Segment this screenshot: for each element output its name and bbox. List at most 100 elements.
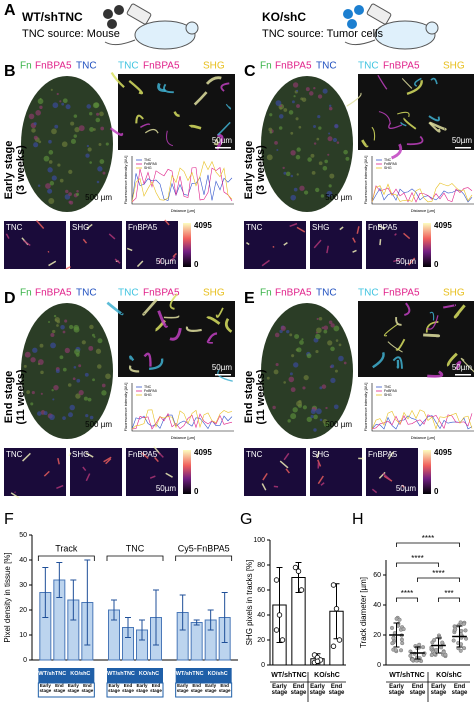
profile-legend-label: SHG bbox=[144, 393, 152, 397]
error-bar bbox=[70, 579, 77, 621]
tissue-texture bbox=[278, 126, 283, 130]
tissue-texture bbox=[33, 135, 38, 140]
inset-label: TNC bbox=[6, 450, 23, 459]
inset-texture bbox=[23, 240, 31, 247]
tissue-texture bbox=[37, 362, 41, 366]
tissue-texture bbox=[39, 343, 44, 348]
zoom-texture bbox=[391, 143, 403, 160]
tissue-texture bbox=[47, 188, 53, 194]
inset-texture bbox=[68, 452, 72, 457]
channel-label: TNC bbox=[118, 61, 139, 72]
significance-bracket bbox=[396, 542, 460, 547]
tissue-texture bbox=[292, 407, 298, 413]
profile-axes bbox=[131, 383, 234, 432]
y-tick-label: 60 bbox=[257, 587, 265, 594]
inset-texture bbox=[65, 266, 71, 270]
inset-texture bbox=[283, 241, 288, 246]
tissue-texture bbox=[101, 390, 107, 396]
inset-texture bbox=[317, 475, 324, 485]
colorbar-min: 0 bbox=[194, 260, 199, 269]
profile-line bbox=[371, 413, 473, 430]
tissue-texture bbox=[328, 132, 331, 135]
inset-texture bbox=[5, 233, 10, 239]
tissue-texture bbox=[59, 355, 64, 360]
data-point bbox=[292, 564, 299, 571]
tissue-texture bbox=[333, 404, 339, 410]
zoom-texture bbox=[399, 121, 407, 127]
stage-label: End stage bbox=[243, 371, 255, 424]
tissue-texture bbox=[84, 372, 89, 377]
data-cloud bbox=[464, 636, 469, 641]
scale-bar bbox=[340, 205, 352, 207]
inset-label: SHG bbox=[312, 223, 329, 232]
inset-label: SHG bbox=[312, 450, 329, 459]
tissue-texture bbox=[327, 153, 330, 156]
tissue-texture bbox=[278, 114, 284, 119]
tissue-texture bbox=[321, 384, 327, 389]
inset-texture bbox=[352, 249, 357, 253]
inset-texture bbox=[57, 457, 60, 465]
inset-texture bbox=[403, 232, 411, 240]
tissue-texture bbox=[315, 408, 322, 415]
tissue-texture bbox=[327, 136, 333, 142]
tissue-texture bbox=[89, 161, 92, 164]
zoom-texture bbox=[185, 326, 202, 332]
inset-image bbox=[310, 448, 362, 496]
tissue-texture bbox=[306, 416, 312, 423]
x-tick-label: End stage bbox=[122, 683, 134, 693]
y-tick-label: 40 bbox=[19, 557, 27, 564]
channel-label: TNC bbox=[76, 288, 97, 299]
inset-texture bbox=[356, 226, 360, 234]
zoom-texture bbox=[217, 369, 233, 382]
tissue-texture bbox=[338, 355, 344, 362]
tissue-texture bbox=[296, 400, 303, 407]
tissue-texture bbox=[328, 184, 332, 188]
zoom-texture bbox=[205, 76, 222, 85]
panel-letter: C bbox=[244, 63, 256, 80]
tissue-texture bbox=[37, 411, 42, 416]
inset-texture bbox=[164, 219, 170, 226]
inset-texture bbox=[10, 492, 20, 499]
tissue-texture bbox=[68, 169, 73, 175]
zoom-texture bbox=[361, 139, 369, 148]
colorbar bbox=[183, 450, 191, 494]
inset-texture bbox=[22, 452, 31, 462]
tissue-texture bbox=[317, 114, 321, 119]
tissue-texture bbox=[56, 92, 59, 96]
inset-texture bbox=[105, 458, 112, 465]
tissue-texture bbox=[53, 314, 57, 318]
colorbar bbox=[423, 223, 431, 267]
tissue-texture bbox=[289, 372, 293, 376]
inset-texture bbox=[154, 457, 159, 463]
tissue-texture bbox=[65, 104, 71, 110]
tissue-texture bbox=[86, 104, 92, 109]
stage-label: Early stage bbox=[243, 141, 255, 200]
zoom-texture bbox=[140, 123, 151, 128]
profile-legend-label: SHG bbox=[384, 393, 392, 397]
tissue-texture bbox=[88, 345, 94, 351]
tissue-texture bbox=[299, 340, 304, 345]
data-cloud bbox=[421, 645, 426, 650]
error-bar bbox=[42, 567, 49, 618]
y-tick-label: 20 bbox=[19, 607, 27, 614]
tissue-texture bbox=[99, 111, 104, 117]
y-tick-label: 50 bbox=[19, 532, 27, 539]
group-source: TNC source: Mouse bbox=[22, 28, 120, 40]
error-bar bbox=[456, 625, 463, 648]
data-cloud bbox=[443, 652, 448, 657]
stage-duration: (11 weeks) bbox=[255, 369, 267, 424]
x-group-label: WT/shTNC bbox=[175, 671, 204, 677]
inset-image bbox=[244, 221, 306, 269]
tissue-texture bbox=[97, 338, 103, 344]
tissue-texture bbox=[291, 100, 295, 104]
tissue-texture bbox=[290, 131, 294, 135]
tissue-texture bbox=[335, 339, 339, 342]
inset-texture bbox=[82, 238, 88, 244]
significance-label: **** bbox=[432, 569, 444, 578]
error-bar bbox=[207, 609, 214, 631]
profile-legend-label: FnBPA5 bbox=[384, 162, 397, 166]
tissue-texture bbox=[91, 333, 95, 337]
y-tick-label: 30 bbox=[19, 582, 27, 589]
data-cloud bbox=[432, 651, 437, 656]
tissue-texture bbox=[288, 376, 295, 383]
